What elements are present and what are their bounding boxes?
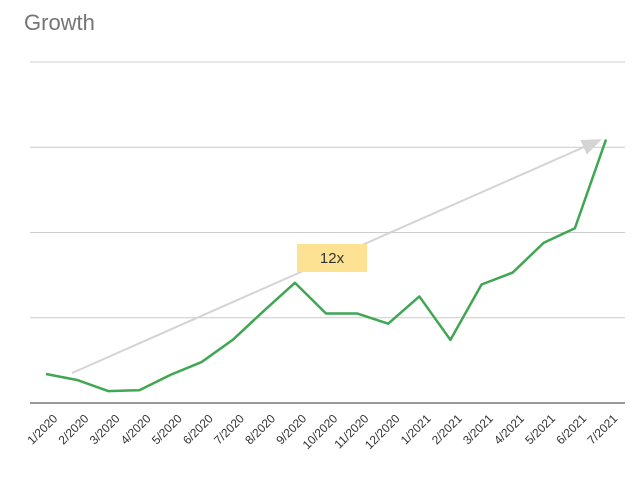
x-tick-label: 8/2020	[242, 411, 278, 447]
x-tick-label: 10/2020	[300, 411, 341, 452]
x-tick-label: 5/2020	[149, 411, 185, 447]
x-tick-label: 1/2021	[398, 411, 434, 447]
x-tick-label: 1/2020	[24, 411, 60, 447]
x-tick-label: 2/2020	[56, 411, 92, 447]
x-tick-label: 6/2021	[553, 411, 589, 447]
annotation-box	[297, 244, 367, 272]
chart-title: Growth	[24, 10, 95, 35]
x-tick-label: 5/2021	[522, 411, 558, 447]
annotation: 12x	[320, 250, 345, 267]
x-tick-label: 4/2021	[491, 411, 527, 447]
x-tick-label: 6/2020	[180, 411, 216, 447]
line	[45, 139, 608, 393]
x-tick-label: 4/2020	[118, 411, 154, 447]
x-tick-label: 12/2020	[362, 411, 403, 452]
x-tick-label: 3/2021	[460, 411, 496, 447]
x-tick-label: 2/2021	[429, 411, 465, 447]
x-tick-label: 7/2021	[584, 411, 620, 447]
x-tick-label: 3/2020	[87, 411, 123, 447]
x-tick-label: 7/2020	[211, 411, 247, 447]
